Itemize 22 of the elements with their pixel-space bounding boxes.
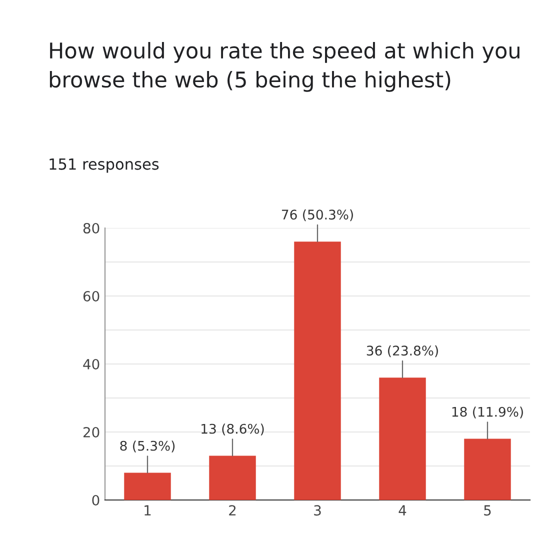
y-tick-label: 40	[83, 358, 100, 370]
x-tick-label: 5	[484, 505, 491, 516]
x-tick-label: 1	[144, 505, 151, 516]
x-tick-label: 3	[314, 505, 321, 516]
bar	[464, 438, 511, 500]
y-tick-label: 80	[83, 222, 100, 234]
x-tick-label: 2	[229, 505, 236, 516]
bar	[124, 472, 171, 500]
y-tick-label: 60	[83, 290, 100, 302]
chart-subtitle: 151 responses	[50, 158, 159, 173]
data-label: 76 (50.3%)	[282, 209, 353, 222]
data-label: 18 (11.9%)	[452, 406, 523, 418]
y-tick-label: 20	[83, 426, 100, 438]
bar	[379, 378, 426, 500]
bar	[294, 242, 341, 500]
y-tick-label: 0	[92, 494, 100, 506]
data-label: 36 (23.8%)	[366, 345, 438, 358]
data-label: 13 (8.6%)	[202, 424, 264, 436]
bar	[209, 456, 256, 500]
chart-title: How would you rate the speed at which you browse the web (5 being the highest)	[50, 42, 520, 92]
data-label: 8 (5.3%)	[120, 440, 175, 452]
x-tick-label: 4	[398, 505, 406, 516]
